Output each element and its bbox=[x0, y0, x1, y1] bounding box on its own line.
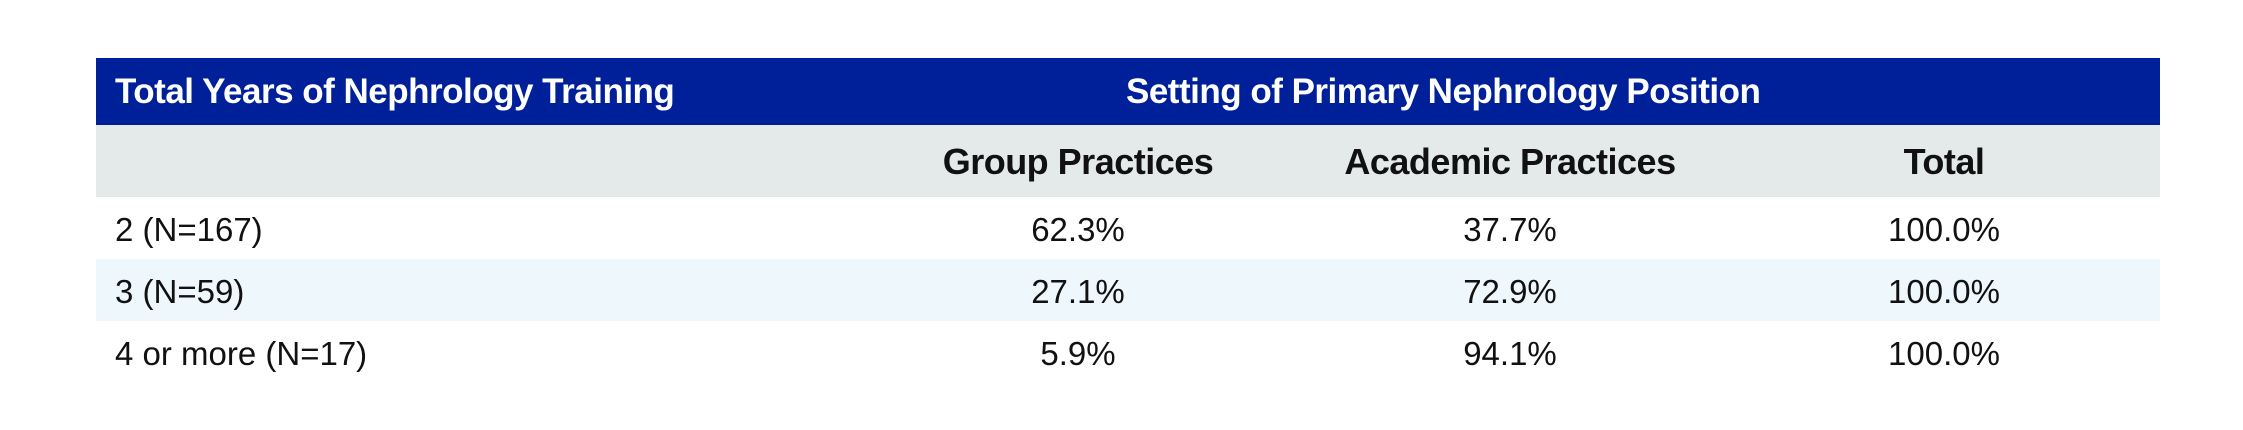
cell-group: 62.3% bbox=[1031, 211, 1125, 248]
cell-academic: 37.7% bbox=[1463, 211, 1557, 248]
cell-academic: 94.1% bbox=[1463, 335, 1557, 372]
row-label-header: Total Years of Nephrology Training bbox=[115, 72, 675, 111]
table-row: 2 (N=167) 62.3% 37.7% 100.0% bbox=[96, 197, 2160, 259]
cell-total: 100.0% bbox=[1888, 273, 2000, 310]
column-header-academic: Academic Practices bbox=[1344, 141, 1676, 182]
table-row: 4 or more (N=17) 5.9% 94.1% 100.0% bbox=[96, 321, 2160, 383]
row-label: 4 or more (N=17) bbox=[115, 335, 368, 372]
table-row: 3 (N=59) 27.1% 72.9% 100.0% bbox=[96, 259, 2160, 321]
cell-group: 5.9% bbox=[1040, 335, 1116, 372]
cell-academic: 72.9% bbox=[1463, 273, 1557, 310]
group-header: Setting of Primary Nephrology Position bbox=[1126, 72, 1761, 111]
row-label: 3 (N=59) bbox=[115, 273, 245, 310]
column-headers: Group Practices Academic Practices Total bbox=[96, 125, 2160, 197]
column-header-group: Group Practices bbox=[942, 141, 1214, 182]
row-label: 2 (N=167) bbox=[115, 211, 263, 248]
column-header-total: Total bbox=[1903, 141, 1985, 182]
cell-group: 27.1% bbox=[1031, 273, 1125, 310]
data-table: Total Years of Nephrology Training Setti… bbox=[96, 58, 2160, 383]
cell-total: 100.0% bbox=[1888, 335, 2000, 372]
table-header: Total Years of Nephrology Training Setti… bbox=[96, 58, 2160, 125]
cell-total: 100.0% bbox=[1888, 211, 2000, 248]
